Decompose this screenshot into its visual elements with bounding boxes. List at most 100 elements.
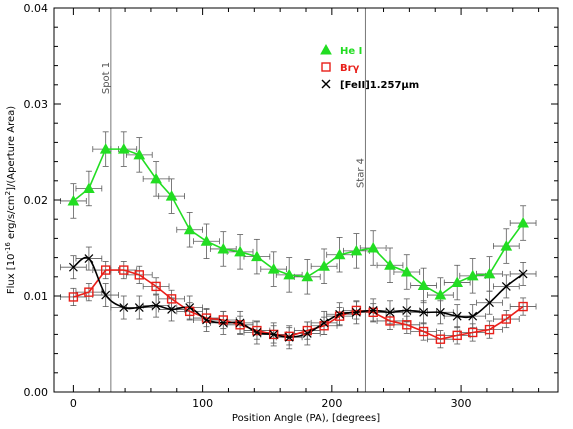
hei-point (318, 260, 330, 271)
feii-point (119, 303, 129, 312)
hei-point (400, 265, 413, 277)
brgamma-point (84, 287, 94, 297)
x-axis-label: Position Angle (PA), [degrees] (232, 413, 380, 424)
hei-point (466, 269, 479, 281)
feii-point (235, 318, 245, 328)
brgamma-point (218, 315, 228, 325)
x-tick-label: 0 (70, 397, 77, 410)
brgamma-point (452, 330, 462, 341)
brgamma-point (100, 265, 111, 275)
hei-point (200, 235, 213, 246)
brgamma-point (201, 313, 212, 323)
feii-point (452, 311, 462, 321)
axis-ticks-layer: 0 100 200 300 0.00 0.01 0.02 0.03 0.04 (24, 2, 558, 410)
feii-point (335, 309, 345, 319)
hei-point (434, 289, 447, 300)
brgamma-point (334, 311, 345, 321)
brgamma-point (435, 334, 446, 344)
feii-point (501, 281, 511, 291)
feii-point (319, 318, 329, 328)
x-tick-label: 300 (451, 397, 472, 410)
hei-point (267, 263, 280, 274)
hei-point (500, 240, 513, 251)
hei-point (333, 248, 346, 260)
brgamma-point (518, 301, 528, 312)
hei-point (83, 182, 95, 193)
hei-point (99, 143, 112, 154)
brgamma-point (284, 331, 294, 342)
markers-layer (67, 143, 529, 344)
feii-point (151, 301, 161, 311)
hei-point (234, 245, 246, 257)
feii-point (435, 307, 445, 317)
series-line-brgamma (73, 269, 524, 341)
legend-marker-hei (320, 43, 332, 55)
brgamma-point (468, 327, 478, 338)
hei-point (183, 223, 196, 235)
feii-point (167, 305, 177, 314)
feii-point (202, 315, 211, 325)
brgamma-point (119, 265, 129, 275)
y-axis-label: Flux [10-16 erg/s/cm2]/(Aperture Area) (4, 106, 17, 294)
hei-point (150, 172, 162, 184)
feii-point (252, 328, 262, 337)
feii-point (485, 298, 494, 308)
reference-label: Spot 1 (101, 62, 112, 94)
y-axis-label-part: -16 (4, 242, 12, 254)
y-tick-label: 0.00 (24, 386, 49, 399)
y-axis-label-part: ]/(Aperture Area) (6, 106, 17, 191)
legend-label: Brγ (340, 63, 360, 74)
hei-point (517, 217, 529, 228)
brgamma-point (302, 325, 312, 336)
hei-point (417, 279, 430, 290)
brgamma-point (268, 329, 279, 340)
legend-marker-feii (321, 79, 331, 89)
brgamma-point (151, 281, 161, 292)
feii-point (84, 254, 94, 263)
brgamma-point (368, 307, 378, 318)
hei-point (283, 268, 296, 280)
brgamma-point (402, 320, 412, 330)
legend-marker-brgamma (321, 62, 331, 72)
legend-label: [FeII]1.257μm (340, 80, 419, 91)
feii-point (284, 332, 294, 342)
brgamma-point (501, 314, 512, 324)
y-axis-label-part: erg/s/cm (6, 195, 17, 242)
feii-point (468, 311, 478, 321)
hei-point (217, 242, 230, 254)
brgamma-point (166, 294, 177, 304)
feii-point (68, 262, 78, 272)
brgamma-point (235, 320, 245, 330)
hei-point (251, 250, 263, 262)
feii-point (302, 329, 312, 338)
brgamma-point (385, 316, 395, 326)
brgamma-point (134, 270, 144, 280)
feii-point (419, 307, 429, 317)
brgamma-point (418, 326, 429, 337)
reference-label: Star 4 (355, 158, 366, 188)
hei-point (483, 267, 496, 279)
feii-point (134, 303, 144, 312)
feii-point (402, 305, 412, 315)
brgamma-point (68, 292, 79, 302)
x-tick-label: 200 (321, 397, 342, 410)
brgamma-point (319, 321, 329, 331)
hei-point (451, 276, 464, 288)
feii-point (218, 318, 228, 328)
feii-point (368, 305, 378, 315)
y-tick-label: 0.01 (24, 290, 49, 303)
annotations-layer: Spot 1 Star 4 (101, 8, 366, 392)
series-lines-layer (72, 148, 524, 341)
feii-point (351, 307, 361, 317)
hei-point (133, 148, 146, 160)
hei-point (117, 143, 130, 154)
y-tick-label: 0.03 (24, 98, 49, 111)
feii-point (185, 303, 195, 312)
hei-point (165, 190, 178, 201)
feii-point (269, 329, 279, 339)
hei-point (67, 194, 80, 206)
legend: He I Brγ [FeII]1.257μm (320, 43, 419, 91)
y-tick-label: 0.04 (24, 2, 49, 15)
